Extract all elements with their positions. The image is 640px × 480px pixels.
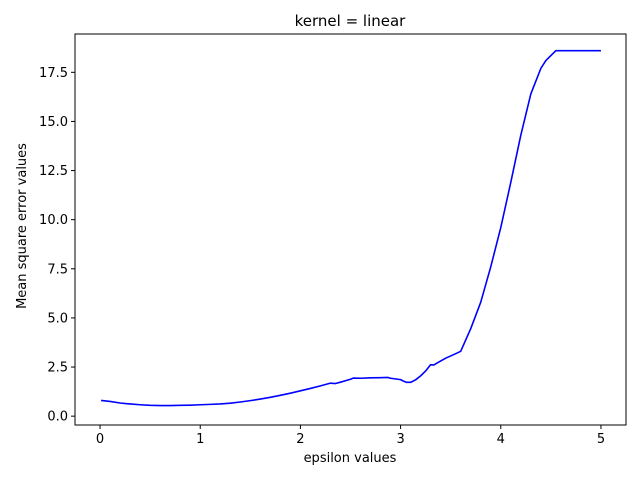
- chart-title: kernel = linear: [295, 12, 407, 30]
- x-tick-label-5: 5: [597, 432, 605, 447]
- axes-frame: [74, 33, 627, 426]
- x-tick-label-1: 1: [196, 432, 204, 447]
- series-line-0: [100, 49, 601, 407]
- y-tick-label-6: 15.0: [39, 115, 68, 130]
- y-tick-label-7: 17.5: [39, 66, 68, 81]
- y-tick-label-5: 12.5: [39, 164, 68, 179]
- x-tick-label-2: 2: [296, 432, 304, 447]
- x-tick-label-4: 4: [497, 432, 505, 447]
- y-tick-label-0: 0.0: [47, 410, 68, 425]
- y-tick-label-2: 5.0: [47, 311, 68, 326]
- plot-area: 0 1 2 3 4 5 0.0 2.5 5.0 7.5 10.0 12.5 15.0 17.5: [39, 33, 627, 447]
- y-tick-label-1: 2.5: [47, 361, 68, 376]
- y-axis-label: Mean square error values: [15, 143, 30, 309]
- x-axis-label: epsilon values: [304, 451, 397, 466]
- y-tick-label-3: 7.5: [47, 262, 68, 277]
- y-tick-label-4: 10.0: [39, 213, 68, 228]
- x-tick-label-0: 0: [96, 432, 104, 447]
- x-tick-label-3: 3: [396, 432, 404, 447]
